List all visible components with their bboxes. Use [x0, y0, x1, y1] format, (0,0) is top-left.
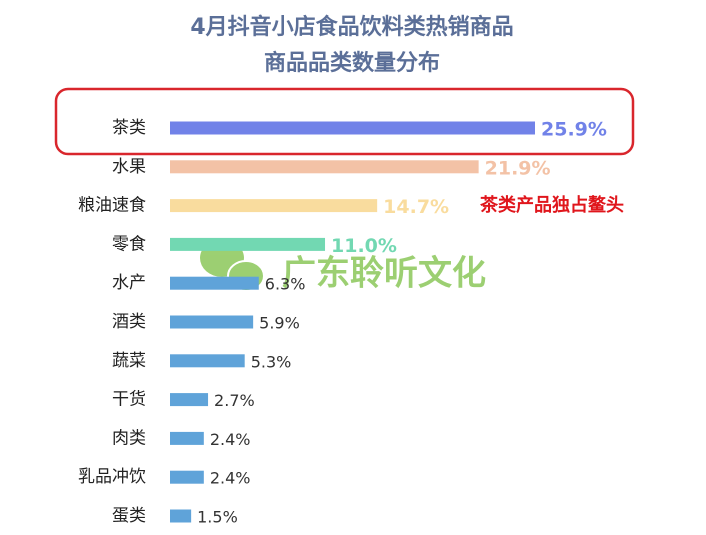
category-label: 零食 — [112, 234, 146, 254]
chart-title: 4月抖音小店食品饮料类热销商品 — [190, 14, 513, 40]
value-label: 14.7% — [383, 196, 449, 218]
bar — [170, 431, 204, 445]
watermark: 广东聆听文化 — [282, 254, 486, 294]
category-label: 干货 — [112, 390, 146, 410]
chart-title: 商品品类数量分布 — [264, 50, 440, 76]
value-label: 5.9% — [259, 314, 300, 333]
category-label: 酒类 — [112, 312, 146, 332]
category-label: 茶类 — [112, 118, 146, 138]
category-label: 蛋类 — [112, 506, 146, 526]
bar — [170, 393, 209, 407]
value-label: 25.9% — [541, 119, 607, 141]
value-label: 2.7% — [214, 391, 255, 410]
bar — [170, 160, 479, 174]
value-label: 11.0% — [331, 235, 397, 257]
value-label: 6.3% — [265, 275, 306, 294]
bar — [170, 276, 259, 290]
bar — [170, 199, 378, 213]
value-label: 1.5% — [197, 508, 238, 527]
annotation: 茶类产品独占鳌头 — [480, 194, 624, 216]
category-label: 乳品冲饮 — [78, 467, 146, 487]
highlight-box — [54, 87, 635, 156]
bar — [170, 121, 535, 135]
bar — [170, 354, 245, 368]
category-label: 肉类 — [112, 428, 146, 448]
value-label: 21.9% — [485, 157, 551, 179]
category-label: 粮油速食 — [78, 196, 146, 216]
bar — [170, 237, 326, 251]
bar — [170, 315, 254, 329]
category-label: 水产 — [112, 273, 146, 293]
value-label: 2.4% — [210, 430, 251, 449]
value-label: 2.4% — [210, 469, 251, 488]
value-label: 5.3% — [251, 352, 292, 371]
category-label: 水果 — [112, 157, 146, 177]
bar — [170, 509, 192, 523]
category-label: 蔬菜 — [112, 351, 146, 371]
bar — [170, 470, 204, 484]
